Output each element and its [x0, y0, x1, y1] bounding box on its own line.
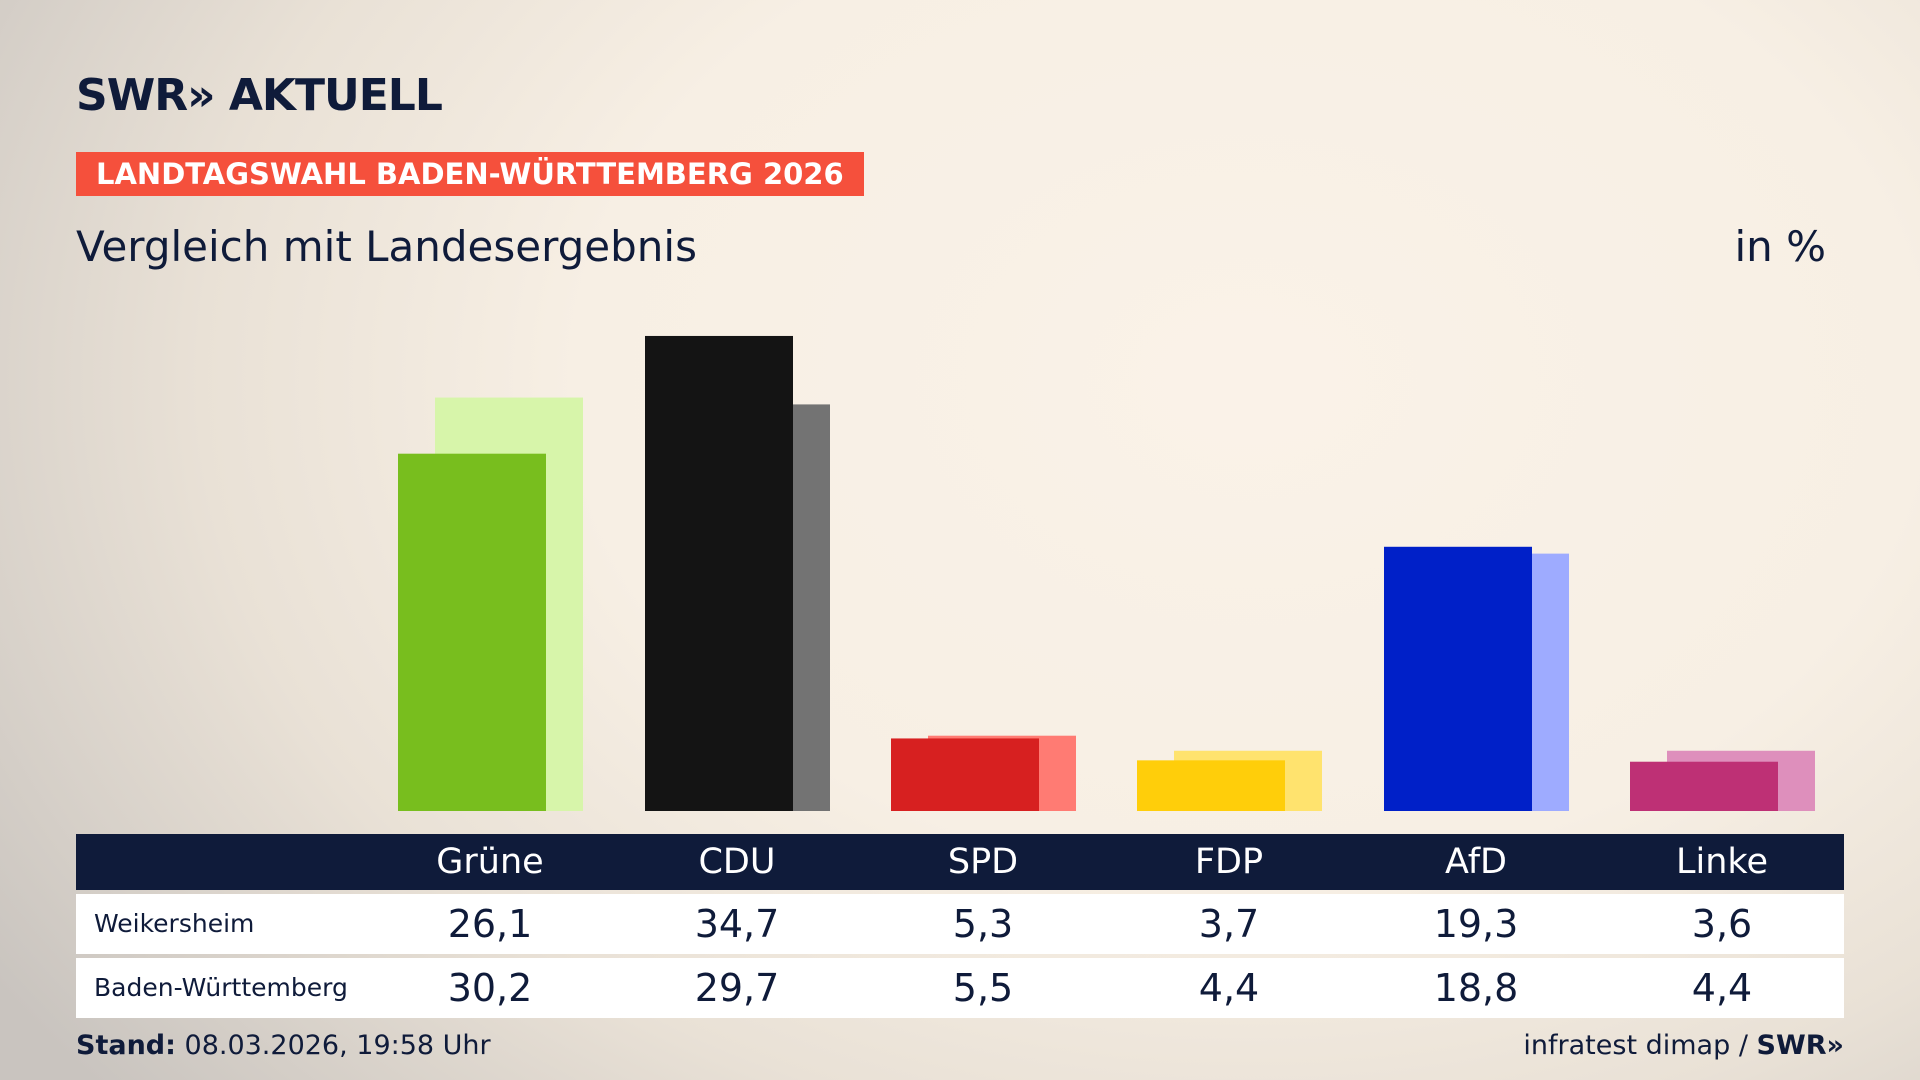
party-label: FDP	[1194, 842, 1264, 882]
value-label: 3,7	[1198, 902, 1260, 946]
results-table: Grüne CDU SPD FDP AfD Linke Weikersheim 26,1 3…	[76, 834, 1844, 1018]
value-label: 30,2	[447, 966, 533, 1010]
party-label: Grüne	[436, 842, 544, 882]
value-label: 4,4	[1691, 966, 1753, 1010]
timestamp: Stand: 08.03.2026, 19:58 Uhr	[76, 1030, 491, 1061]
unit-label: in %	[1734, 222, 1826, 271]
value-label: 19,3	[1433, 902, 1519, 946]
bar-weikersheim-grüne	[398, 453, 546, 811]
source: infratest dimap / SWR»	[1523, 1030, 1844, 1061]
party-label: CDU	[698, 842, 776, 882]
row-label: Weikersheim	[94, 909, 255, 938]
row-label: Baden-Württemberg	[94, 973, 348, 1002]
swr-aktuell-logo: SWR» AKTUELL	[76, 70, 443, 121]
bar-weikersheim-fdp	[1137, 760, 1285, 811]
stand-value: 08.03.2026, 19:58 Uhr	[184, 1030, 491, 1061]
value-label: 26,1	[447, 902, 533, 946]
value-label: 4,4	[1198, 966, 1260, 1010]
party-label: AfD	[1445, 842, 1507, 882]
chart-title: Vergleich mit Landesergebnis	[76, 222, 697, 271]
value-label: 3,6	[1691, 902, 1753, 946]
table-row: Baden-Württemberg 30,2 29,7 5,5 4,4 18,8 4,4	[76, 958, 1844, 1018]
party-label: SPD	[947, 842, 1019, 882]
bar-weikersheim-cdu	[645, 335, 793, 811]
value-label: 5,5	[952, 966, 1014, 1010]
bar-weikersheim-linke	[1630, 761, 1778, 811]
value-label: 29,7	[694, 966, 780, 1010]
bar-weikersheim-afd	[1384, 546, 1532, 811]
table-header: Grüne CDU SPD FDP AfD Linke	[76, 834, 1844, 890]
value-label: 18,8	[1433, 966, 1519, 1010]
party-label: Linke	[1676, 842, 1768, 882]
bar-weikersheim-spd	[891, 738, 1039, 811]
stand-label: Stand:	[76, 1030, 176, 1061]
value-label: 5,3	[952, 902, 1014, 946]
swr-logo: SWR»	[1756, 1030, 1844, 1061]
source-text: infratest dimap /	[1523, 1030, 1748, 1061]
table-row: Weikersheim 26,1 34,7 5,3 3,7 19,3 3,6	[76, 894, 1844, 954]
value-label: 34,7	[694, 902, 780, 946]
election-banner: LANDTAGSWAHL BADEN-WÜRTTEMBERG 2026	[76, 152, 864, 196]
